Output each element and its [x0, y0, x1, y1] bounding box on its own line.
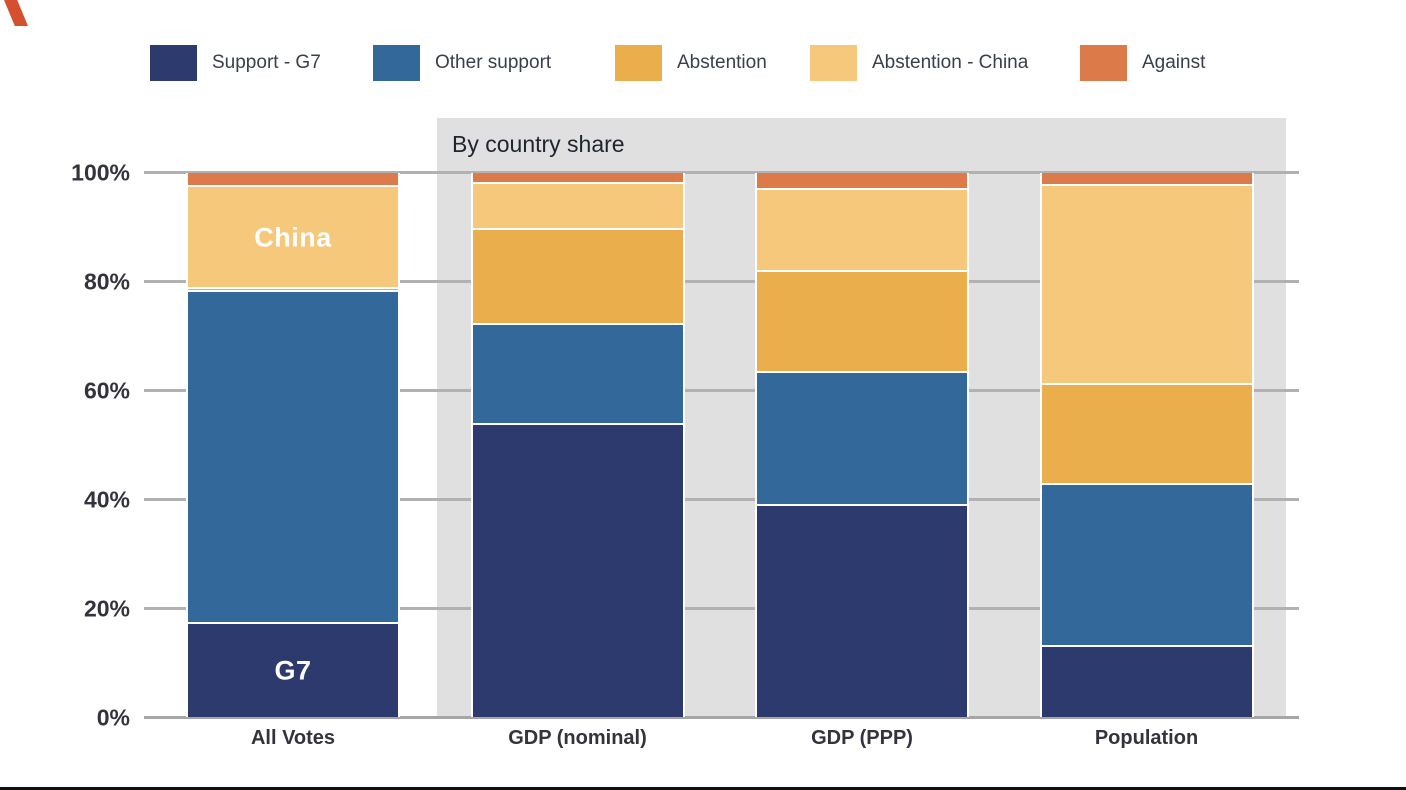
bar-segment — [755, 272, 969, 373]
legend-item: Abstention - China — [810, 45, 1028, 81]
band-title: By country share — [452, 131, 625, 157]
bar-segment — [470, 184, 685, 230]
legend-label: Abstention - China — [872, 52, 1029, 73]
gridline — [144, 716, 1299, 719]
bar-segment — [755, 172, 969, 190]
bar-segment — [1039, 485, 1254, 647]
bar-annotation: G7 — [274, 655, 312, 686]
x-axis-label: GDP (nominal) — [508, 727, 647, 749]
y-tick-label: 0% — [96, 704, 130, 730]
bar-segment — [1039, 646, 1254, 718]
bar-segment — [186, 187, 400, 290]
legend-swatch — [373, 45, 420, 81]
legend-swatch — [150, 45, 197, 81]
bar-segment — [470, 229, 685, 326]
bar-segment — [186, 624, 400, 718]
legend-label: Abstention — [677, 52, 767, 73]
bar-annotation: China — [254, 222, 332, 253]
legend-item: Against — [1080, 45, 1205, 81]
bar-segment — [186, 292, 400, 625]
bar-segment — [470, 425, 685, 718]
bar-segment — [1039, 185, 1254, 386]
gridline — [144, 280, 1299, 283]
gridline — [144, 607, 1299, 610]
legend-item: Other support — [373, 45, 551, 81]
gridline — [144, 498, 1299, 501]
legend-swatch — [810, 45, 857, 81]
y-tick-label: 100% — [71, 159, 130, 185]
bar-segment — [470, 172, 685, 185]
y-tick-label: 80% — [83, 268, 130, 294]
x-axis-label: GDP (PPP) — [811, 727, 913, 749]
y-tick-label: 60% — [83, 377, 130, 403]
legend-item: Abstention — [615, 45, 767, 81]
legend-swatch — [1080, 45, 1127, 81]
bar-segment — [186, 289, 400, 293]
x-axis-label: All Votes — [250, 727, 336, 749]
gridline — [144, 389, 1299, 392]
bar-segment — [1039, 385, 1254, 486]
legend-item: Support - G7 — [150, 45, 321, 81]
chart-legend: Support - G7 Other support Abstention Abste… — [0, 0, 1406, 100]
x-axis-label: Population — [1094, 727, 1199, 749]
bottom-edge — [0, 787, 1406, 790]
bar-segment — [470, 325, 685, 426]
bar-segment — [755, 506, 969, 718]
gridline — [144, 171, 1299, 174]
bar-segment — [755, 189, 969, 273]
legend-label: Other support — [435, 52, 552, 73]
bar-segment — [1039, 172, 1254, 186]
y-tick-label: 20% — [83, 595, 130, 621]
legend-swatch — [615, 45, 662, 81]
bar-segment — [755, 372, 969, 507]
legend-label: Against — [1142, 52, 1206, 73]
y-tick-label: 40% — [83, 486, 130, 512]
bar-segment — [186, 172, 400, 188]
legend-label: Support - G7 — [212, 52, 321, 73]
